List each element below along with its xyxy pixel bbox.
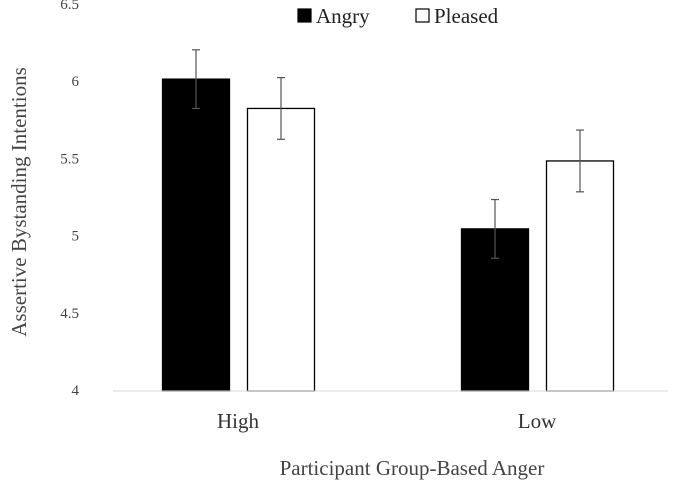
bar-angry-high [161, 78, 231, 392]
y-tick-label: 4 [72, 383, 80, 399]
y-tick-label: 5.5 [60, 151, 79, 167]
legend: Angry Pleased [297, 4, 499, 28]
bar-pleased-high [246, 107, 316, 392]
legend-swatch [415, 8, 430, 23]
x-category-label: Low [518, 409, 557, 433]
error-bar-angry-low [491, 198, 499, 259]
y-tick-label: 4.5 [60, 306, 79, 322]
legend-label: Angry [316, 4, 370, 28]
error-bar-pleased-high [277, 76, 285, 140]
legend-item-pleased: Pleased [415, 4, 499, 28]
error-bar-pleased-low [576, 129, 584, 193]
x-axis-title: Participant Group-Based Anger [280, 456, 545, 480]
legend-item-angry: Angry [297, 4, 370, 28]
error-bar-angry-high [192, 49, 200, 110]
y-tick-label: 6 [72, 74, 80, 90]
y-tick-label: 5 [72, 229, 80, 245]
y-tick-label: 6.5 [60, 0, 79, 13]
legend-swatch [297, 8, 312, 23]
error-bars [192, 49, 584, 259]
x-category-label: High [217, 409, 260, 433]
y-axis-title: Assertive Bystanding Intentions [7, 67, 31, 336]
bar-pleased-low [545, 160, 615, 392]
bars [161, 78, 615, 392]
y-axis-ticks: 4 4.5 5 5.5 6 6.5 [60, 0, 79, 399]
x-axis-categories: High Low [217, 409, 557, 433]
legend-label: Pleased [434, 4, 499, 28]
